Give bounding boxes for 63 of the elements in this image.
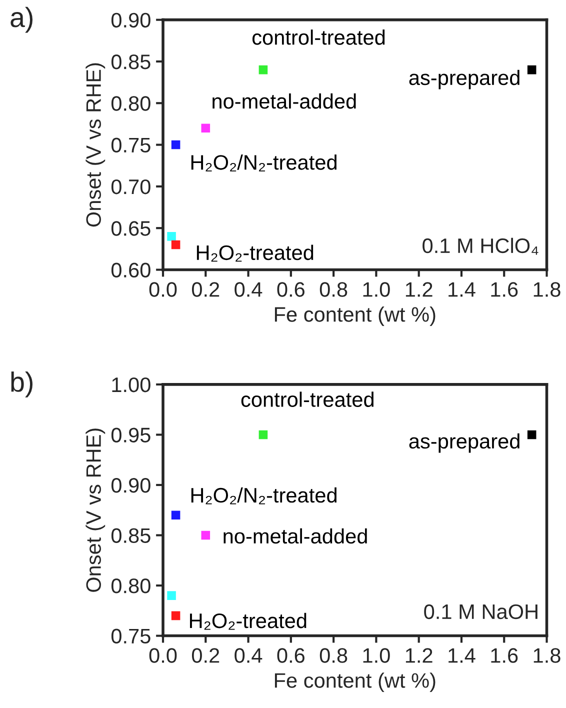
y-tick-label: 0.60 xyxy=(111,262,150,278)
y-tick-label: 0.85 xyxy=(111,528,150,543)
point xyxy=(171,611,180,620)
y-tick-label: 0.75 xyxy=(111,628,150,644)
x-tick-label: 1.6 xyxy=(491,648,518,663)
y-tick-label: 0.95 xyxy=(111,428,150,442)
point xyxy=(171,240,180,250)
x-tick-label: 1.4 xyxy=(448,282,476,297)
y-tick-label: 0.75 xyxy=(111,138,150,153)
x-tick-label: 1.8 xyxy=(534,648,560,663)
y-tick-label: 0.65 xyxy=(111,221,150,236)
point xyxy=(527,65,536,74)
y-tick-label: 0.90 xyxy=(111,478,150,493)
series-label: H₂O₂-treated xyxy=(190,612,306,630)
chart-title: a) xyxy=(10,6,32,33)
annotation: 0.1 M HClO₄ xyxy=(422,238,538,255)
point xyxy=(258,430,268,440)
x-tick-label: 0.2 xyxy=(192,282,220,297)
x-tick-label: 1.8 xyxy=(534,282,560,297)
point xyxy=(171,140,180,150)
x-axis-title: Fe content (wt %) xyxy=(274,306,436,326)
y-tick-label: 0.80 xyxy=(111,96,150,111)
series-label: control-treated xyxy=(241,392,374,407)
y-tick-label: 0.80 xyxy=(111,578,150,594)
point xyxy=(201,124,210,133)
point xyxy=(167,591,176,600)
point xyxy=(171,510,180,520)
chart-title: b) xyxy=(11,371,32,398)
x-tick-label: 1.6 xyxy=(491,282,518,297)
y-axis-title: Onset (V vs RHE) xyxy=(86,428,106,592)
y-tick-label: 1.00 xyxy=(112,377,150,392)
x-tick-label: 1.2 xyxy=(406,282,432,297)
x-tick-label: 0.2 xyxy=(192,648,220,663)
series-label: as-prepared xyxy=(409,70,520,90)
series-label: H₂O₂/N₂-treated xyxy=(191,154,336,172)
y-axis-title: Onset (V vs RHE) xyxy=(86,63,106,227)
x-tick-label: 0.0 xyxy=(149,648,177,663)
series-label: control-treated xyxy=(252,30,385,45)
x-tick-label: 0.0 xyxy=(149,282,177,297)
y-tick-label: 0.70 xyxy=(111,179,150,194)
point xyxy=(527,430,536,440)
x-tick-label: 1.4 xyxy=(448,648,476,663)
x-axis-title: Fe content (wt %) xyxy=(274,672,436,692)
x-tick-label: 0.6 xyxy=(277,282,304,297)
x-tick-label: 1.0 xyxy=(363,648,390,663)
y-tick-label: 0.85 xyxy=(111,54,150,70)
x-tick-label: 0.8 xyxy=(320,282,348,297)
point xyxy=(201,530,210,540)
series-label: no-metal-added xyxy=(212,93,356,109)
annotation: 0.1 M NaOH xyxy=(424,604,538,620)
x-tick-label: 0.4 xyxy=(234,648,262,663)
series-label: no-metal-added xyxy=(224,528,367,544)
x-tick-label: 0.6 xyxy=(277,648,304,663)
x-tick-label: 1.0 xyxy=(363,282,390,297)
x-tick-label: 0.8 xyxy=(320,648,348,663)
series-label: H₂O₂-treated xyxy=(196,244,314,262)
series-label: H₂O₂/N₂-treated xyxy=(191,487,336,504)
series-label: as-prepared xyxy=(409,433,520,453)
y-tick-label: 0.90 xyxy=(111,12,150,28)
point xyxy=(167,232,176,241)
x-tick-label: 1.2 xyxy=(406,648,432,663)
point xyxy=(258,65,268,74)
x-tick-label: 0.4 xyxy=(234,282,262,297)
